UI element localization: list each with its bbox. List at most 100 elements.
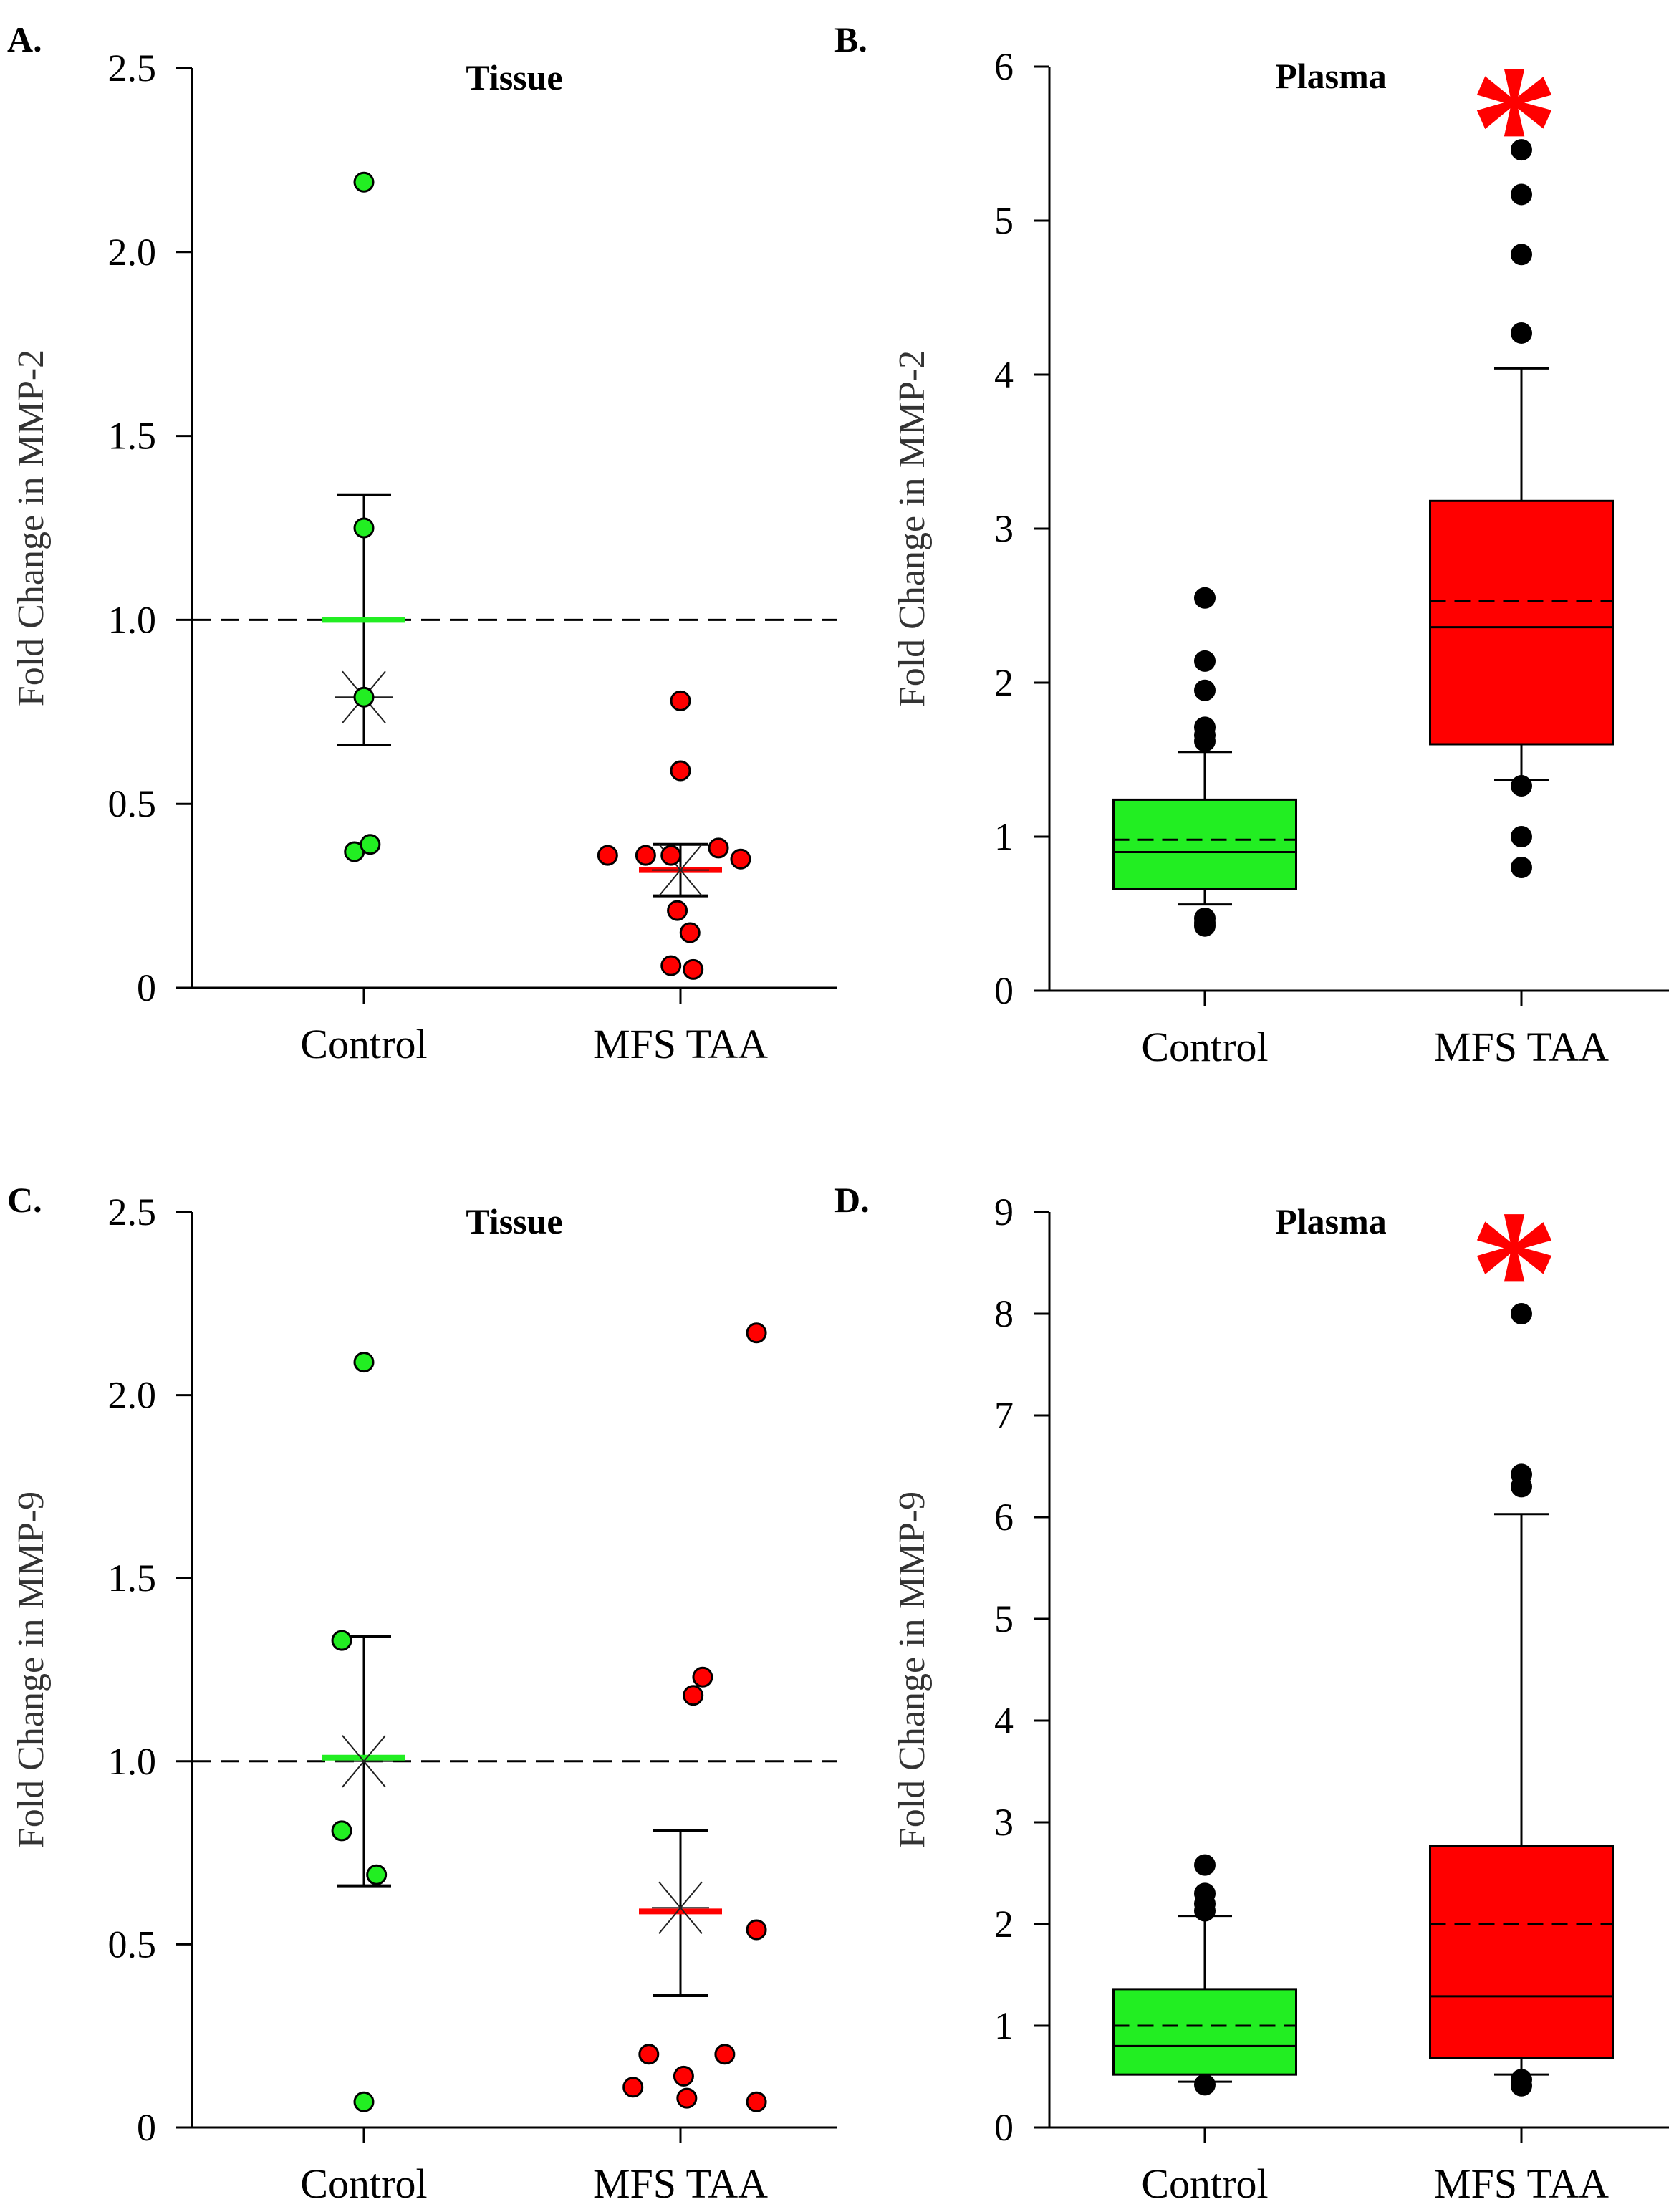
data-point <box>683 1685 704 1706</box>
x-category-label: Control <box>1141 1024 1268 1070</box>
chart-title: Tissue <box>466 57 562 97</box>
data-point <box>692 1666 713 1688</box>
panel-label: D. <box>834 1180 870 1220</box>
outlier-point <box>1194 730 1216 752</box>
data-point <box>353 1352 375 1373</box>
box <box>1112 1988 1297 2076</box>
panel-A: A. Tissue 0 0.5 1.0 1.5 2.0 2.5 Control MFS TAA Fo… <box>7 19 837 1067</box>
y-axis-label: Fold Change in MMP-9 <box>892 1491 933 1848</box>
series-control <box>1112 1854 1297 2096</box>
y-tick-label: 2.5 <box>108 1191 157 1234</box>
data-point <box>353 2091 375 2112</box>
outlier-point <box>1511 826 1532 847</box>
y-tick-label: 1 <box>994 815 1014 858</box>
chart-title: Plasma <box>1275 56 1387 96</box>
chart-title: Plasma <box>1275 1201 1387 1241</box>
outlier-point <box>1511 322 1532 344</box>
box <box>1429 499 1614 746</box>
box <box>1429 1845 1614 2059</box>
data-point <box>366 1864 388 1885</box>
data-point <box>597 845 618 866</box>
outlier-point <box>1511 139 1532 161</box>
data-point <box>746 1322 767 1344</box>
data-point <box>622 2077 644 2098</box>
series-control <box>1112 587 1297 937</box>
series-mfs-taa <box>1429 139 1614 878</box>
x-category-label: MFS TAA <box>593 2160 768 2207</box>
series-control <box>322 171 405 862</box>
outlier-point <box>1194 679 1216 701</box>
data-point <box>638 2044 660 2065</box>
y-axis-label: Fold Change in MMP-2 <box>892 350 933 707</box>
outlier-point <box>1511 775 1532 797</box>
outlier-point <box>1511 183 1532 206</box>
y-tick-label: 1.0 <box>108 598 157 641</box>
y-tick-label: 0 <box>137 966 156 1009</box>
outlier-point <box>1511 1476 1532 1498</box>
y-tick-label: 1.5 <box>108 1557 157 1600</box>
y-tick-label: 1.5 <box>108 415 157 458</box>
data-point <box>360 834 381 855</box>
outlier-point <box>1194 2074 1216 2096</box>
data-point <box>679 922 701 943</box>
y-tick-label: 2 <box>994 1903 1014 1946</box>
x-category-label: MFS TAA <box>1434 2160 1609 2207</box>
x-category-label: MFS TAA <box>1434 1024 1609 1070</box>
x-category-label: Control <box>1141 2160 1268 2207</box>
y-tick-label: 4 <box>994 1699 1014 1742</box>
y-axis-label: Fold Change in MMP-9 <box>11 1491 52 1848</box>
y-tick-label: 9 <box>994 1191 1014 1234</box>
outlier-point <box>1194 1900 1216 1922</box>
y-tick-label: 2 <box>994 661 1014 704</box>
y-axis-label: Fold Change in MMP-2 <box>11 350 52 706</box>
panel-B: B. Plasma 0 1 2 3 4 5 6 Control MFS TAA Fold Change… <box>834 19 1669 1070</box>
series-mfs-taa <box>597 690 751 980</box>
panel-C: C. Tissue 0 0.5 1.0 1.5 2.0 2.5 Control MFS TAA Fo… <box>7 1180 837 2207</box>
data-point <box>331 1630 352 1651</box>
chart-title: Tissue <box>466 1201 562 1241</box>
y-tick-label: 6 <box>994 45 1014 88</box>
y-tick-label: 2.0 <box>108 231 157 274</box>
y-tick-label: 4 <box>994 353 1014 396</box>
series-control <box>322 1352 405 2112</box>
significance-asterisk: * <box>1470 28 1559 226</box>
outlier-point <box>1194 915 1216 937</box>
data-point <box>676 2087 698 2109</box>
outlier-point <box>1511 1303 1532 1324</box>
panel-label: B. <box>834 19 867 59</box>
y-tick-label: 5 <box>994 199 1014 242</box>
data-point <box>673 2065 694 2087</box>
data-point <box>353 517 375 539</box>
box <box>1112 798 1297 890</box>
y-tick-label: 0 <box>137 2106 156 2149</box>
data-point <box>746 1919 767 1941</box>
y-tick-label: 2.0 <box>108 1374 157 1417</box>
outlier-point <box>1511 2074 1532 2097</box>
y-tick-label: 2.5 <box>108 47 157 90</box>
data-point <box>746 2091 767 2112</box>
outlier-point <box>1194 1854 1216 1876</box>
data-point <box>714 2044 736 2065</box>
y-tick-label: 0 <box>994 969 1014 1012</box>
data-point <box>670 690 691 711</box>
series-mfs-taa <box>622 1322 767 2112</box>
panel-label: C. <box>7 1180 42 1220</box>
data-point <box>708 837 729 859</box>
y-tick-label: 1 <box>994 2004 1014 2047</box>
data-point <box>353 686 375 708</box>
outlier-point <box>1194 650 1216 672</box>
y-tick-label: 8 <box>994 1292 1014 1335</box>
y-tick-label: 6 <box>994 1496 1014 1539</box>
data-point <box>331 1820 352 1842</box>
y-tick-label: 3 <box>994 507 1014 550</box>
y-tick-label: 0.5 <box>108 782 157 825</box>
x-category-label: MFS TAA <box>593 1021 768 1067</box>
data-point <box>353 171 375 193</box>
data-point <box>670 760 691 782</box>
y-tick-label: 0.5 <box>108 1923 157 1966</box>
outlier-point <box>1511 244 1532 266</box>
x-category-label: Control <box>300 1021 427 1067</box>
outlier-point <box>1511 857 1532 878</box>
data-point <box>660 955 682 976</box>
